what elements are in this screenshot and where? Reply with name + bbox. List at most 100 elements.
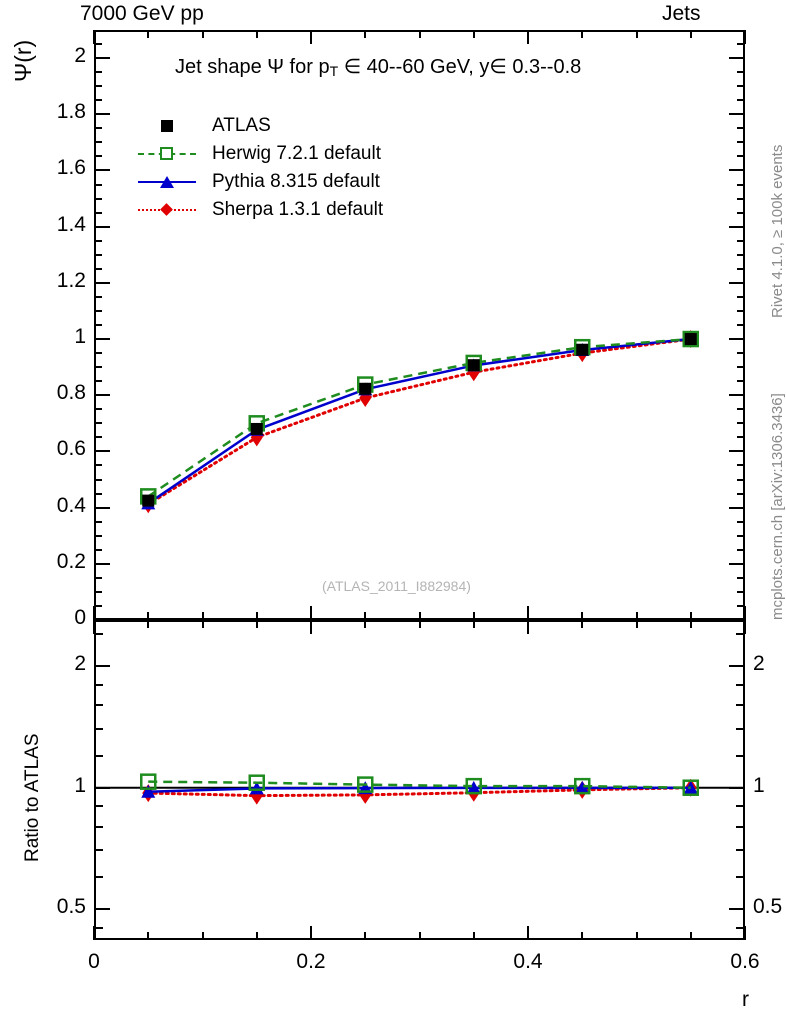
legend-key <box>138 170 196 194</box>
main-y-minor-tick-right <box>737 492 745 495</box>
main-y-minor-tick <box>94 380 102 383</box>
legend-item-label: Sherpa 1.3.1 default <box>212 199 384 220</box>
ratio-y-tick-label-left: 0.5 <box>56 895 86 919</box>
main-y-major-tick-right <box>729 338 745 341</box>
ratio-y-tick-label-right: 2 <box>753 652 765 676</box>
main-y-tick-label: 0.6 <box>56 437 86 461</box>
main-y-minor-tick <box>94 534 102 537</box>
main-y-minor-tick-right <box>737 85 745 88</box>
legend-item-sherpa[interactable]: Sherpa 1.3.1 default <box>138 196 438 224</box>
main-x-minor-tick-bottom <box>581 612 584 620</box>
ratio-x-minor-tick-bottom <box>635 932 638 940</box>
analysis-id-watermark: (ATLAS_2011_I882984) <box>322 578 471 594</box>
ratio-y-tick-label-left: 2 <box>74 652 86 676</box>
ratio-y-minor-tick-right <box>736 876 745 879</box>
main-x-minor-tick-top <box>201 30 204 38</box>
main-y-minor-tick <box>94 604 102 607</box>
main-x-major-tick-bottom <box>310 606 312 620</box>
main-y-tick-label: 1.8 <box>56 100 86 124</box>
ratio-x-minor-tick-bottom <box>364 932 367 940</box>
main-y-minor-tick-right <box>737 366 745 369</box>
ratio-x-minor-tick-top <box>689 620 692 628</box>
main-y-major-tick-right <box>729 506 745 509</box>
main-y-minor-tick <box>94 141 102 144</box>
ratio-y-minor-tick <box>94 876 103 879</box>
main-y-major-tick <box>94 338 110 341</box>
main-y-minor-tick-right <box>737 295 745 298</box>
main-y-minor-tick <box>94 576 102 579</box>
main-y-major-tick <box>94 562 110 565</box>
main-plot-panel <box>94 30 745 620</box>
main-y-major-tick-right <box>729 619 745 621</box>
main-y-minor-tick <box>94 422 102 425</box>
main-y-minor-tick-right <box>737 141 745 144</box>
main-x-major-tick-bottom <box>744 606 746 620</box>
legend-item-label: Herwig 7.2.1 default <box>212 143 381 164</box>
ratio-x-minor-tick-bottom <box>472 932 475 940</box>
x-axis-label: r <box>742 988 749 1011</box>
main-x-minor-tick-top <box>364 30 367 38</box>
main-y-minor-tick-right <box>737 197 745 200</box>
main-y-minor-tick <box>94 155 102 158</box>
ratio-y-major-tick <box>94 665 110 668</box>
main-y-minor-tick <box>94 85 102 88</box>
ratio-y-minor-tick <box>94 704 103 707</box>
main-y-minor-tick-right <box>737 239 745 242</box>
ratio-x-minor-tick-bottom <box>201 932 204 940</box>
main-y-major-tick-right <box>729 225 745 228</box>
main-y-minor-tick <box>94 590 102 593</box>
ratio-y-minor-tick-right <box>736 704 745 707</box>
main-y-minor-tick-right <box>737 520 745 523</box>
main-x-minor-tick-bottom <box>201 612 204 620</box>
main-y-minor-tick-right <box>737 253 745 256</box>
main-y-tick-label: 0 <box>74 606 86 629</box>
ratio-y-major-tick-right <box>729 908 745 911</box>
main-y-minor-tick-right <box>737 155 745 158</box>
ratio-y-major-tick <box>94 786 110 789</box>
main-y-major-tick <box>94 225 110 228</box>
main-y-minor-tick <box>94 127 102 130</box>
ratio-x-minor-tick-top <box>581 620 584 628</box>
ratio-plot-panel <box>94 620 745 940</box>
ratio-x-minor-tick-bottom <box>255 932 258 940</box>
main-y-tick-label: 1.2 <box>56 268 86 292</box>
legend: ATLAS Herwig 7.2.1 default Pythia 8.315 de… <box>138 112 438 224</box>
main-y-minor-tick <box>94 309 102 312</box>
main-y-minor-tick <box>94 71 102 74</box>
ratio-x-tick-label: 0.6 <box>730 950 760 973</box>
legend-key <box>138 114 196 138</box>
legend-item-label: Pythia 8.315 default <box>212 171 380 192</box>
plot-title: Jet shape Ψ for pT ∈ 40--60 GeV, y∈ 0.3-… <box>175 54 581 79</box>
legend-item-pythia[interactable]: Pythia 8.315 default <box>138 168 438 196</box>
main-y-tick-label: 0.8 <box>56 381 86 405</box>
main-y-major-tick-right <box>729 394 745 397</box>
main-x-minor-tick-top <box>635 30 638 38</box>
main-y-minor-tick <box>94 492 102 495</box>
main-x-major-tick-top <box>527 30 529 44</box>
main-y-tick-label: 0.4 <box>56 493 86 517</box>
ratio-x-major-tick-top <box>93 620 95 634</box>
main-x-minor-tick-bottom <box>418 612 421 620</box>
legend-item-atlas[interactable]: ATLAS <box>138 112 438 140</box>
main-y-major-tick <box>94 619 110 621</box>
main-y-minor-tick <box>94 436 102 439</box>
main-x-major-tick-top <box>744 30 746 44</box>
ratio-x-tick-label: 0 <box>88 950 100 973</box>
main-y-minor-tick-right <box>737 183 745 186</box>
plot-title-post: ∈ 40--60 GeV, y∈ 0.3--0.8 <box>338 56 582 78</box>
legend-item-herwig[interactable]: Herwig 7.2.1 default <box>138 140 438 168</box>
ratio-x-major-tick-top <box>527 620 529 634</box>
main-y-minor-tick-right <box>737 267 745 270</box>
ratio-x-tick-label: 0.2 <box>296 950 326 973</box>
main-x-major-tick-bottom <box>93 606 95 620</box>
main-y-minor-tick <box>94 183 102 186</box>
main-y-minor-tick <box>94 478 102 481</box>
main-y-minor-tick <box>94 43 102 46</box>
main-x-minor-tick-bottom <box>255 612 258 620</box>
plot-title-subscript: T <box>329 63 339 79</box>
ratio-y-minor-tick-right <box>736 754 745 757</box>
main-y-major-tick <box>94 450 110 453</box>
main-y-minor-tick-right <box>737 576 745 579</box>
main-y-tick-label: 2 <box>74 44 86 68</box>
main-y-major-tick-right <box>729 169 745 172</box>
